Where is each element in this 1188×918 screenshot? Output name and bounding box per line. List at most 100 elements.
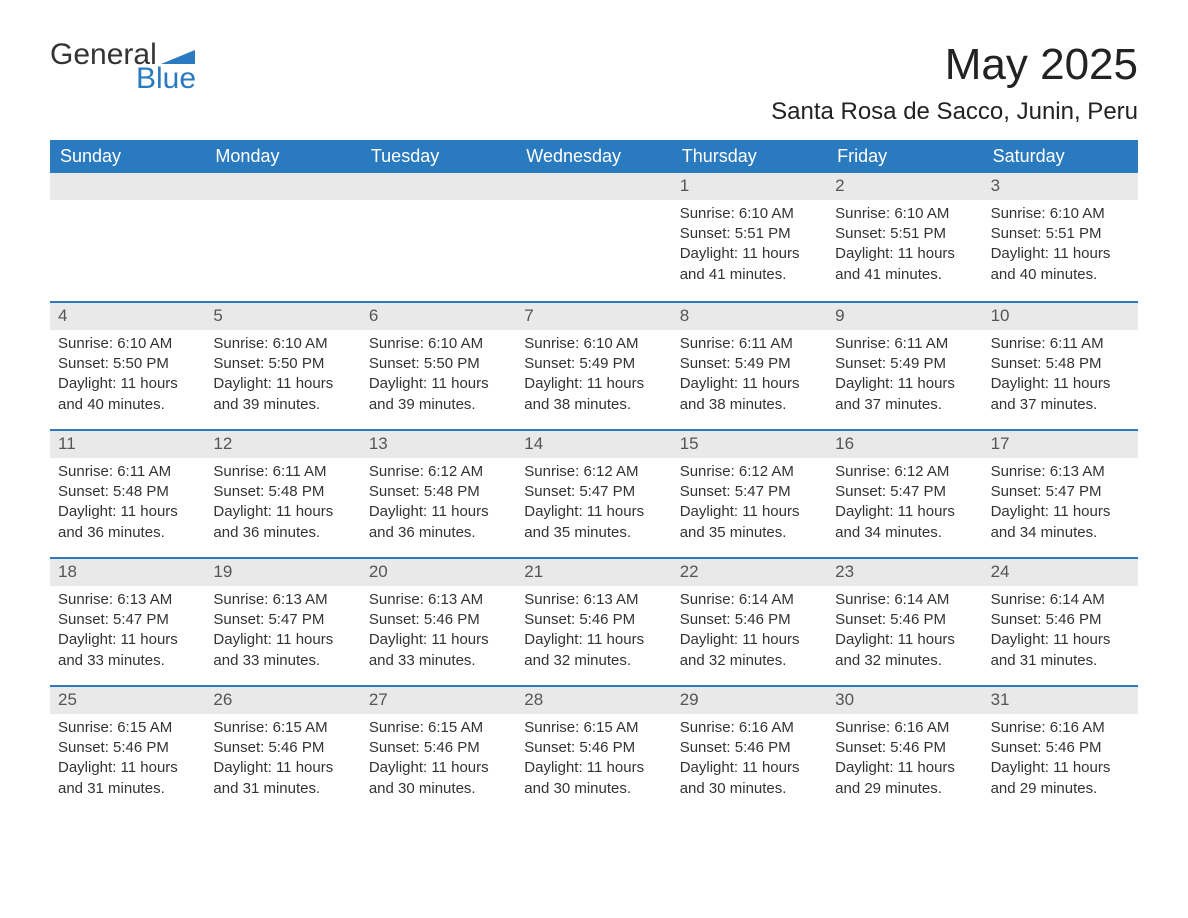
weekday-header: Saturday: [983, 140, 1138, 173]
day-detail: Sunrise: 6:11 AMSunset: 5:48 PMDaylight:…: [50, 458, 205, 553]
day-number: 7: [516, 303, 671, 330]
sunset-line: Sunset: 5:47 PM: [835, 482, 974, 502]
calendar-week: 1Sunrise: 6:10 AMSunset: 5:51 PMDaylight…: [50, 173, 1138, 301]
brand-logo: General Blue: [50, 40, 196, 94]
sunrise-line: Sunrise: 6:11 AM: [680, 334, 819, 354]
sunset-line: Sunset: 5:46 PM: [524, 610, 663, 630]
calendar: SundayMondayTuesdayWednesdayThursdayFrid…: [50, 140, 1138, 813]
day-detail: Sunrise: 6:15 AMSunset: 5:46 PMDaylight:…: [516, 714, 671, 809]
daylight-line: Daylight: 11 hours and 40 minutes.: [58, 374, 197, 415]
daylight-line: Daylight: 11 hours and 33 minutes.: [369, 630, 508, 671]
calendar-day: 1Sunrise: 6:10 AMSunset: 5:51 PMDaylight…: [672, 173, 827, 301]
daylight-line: Daylight: 11 hours and 29 minutes.: [991, 758, 1130, 799]
calendar-day: 8Sunrise: 6:11 AMSunset: 5:49 PMDaylight…: [672, 303, 827, 429]
day-detail: Sunrise: 6:10 AMSunset: 5:50 PMDaylight:…: [205, 330, 360, 425]
weekday-header: Tuesday: [361, 140, 516, 173]
sunset-line: Sunset: 5:46 PM: [835, 738, 974, 758]
weekday-header: Sunday: [50, 140, 205, 173]
sunrise-line: Sunrise: 6:11 AM: [835, 334, 974, 354]
day-detail: Sunrise: 6:10 AMSunset: 5:49 PMDaylight:…: [516, 330, 671, 425]
daylight-line: Daylight: 11 hours and 36 minutes.: [58, 502, 197, 543]
sunset-line: Sunset: 5:47 PM: [991, 482, 1130, 502]
sunset-line: Sunset: 5:48 PM: [991, 354, 1130, 374]
page-title: May 2025: [771, 40, 1138, 90]
daylight-line: Daylight: 11 hours and 41 minutes.: [680, 244, 819, 285]
day-detail: Sunrise: 6:10 AMSunset: 5:50 PMDaylight:…: [361, 330, 516, 425]
calendar-day: [516, 173, 671, 301]
sunrise-line: Sunrise: 6:13 AM: [58, 590, 197, 610]
day-number: [205, 173, 360, 200]
daylight-line: Daylight: 11 hours and 31 minutes.: [991, 630, 1130, 671]
sunrise-line: Sunrise: 6:15 AM: [524, 718, 663, 738]
daylight-line: Daylight: 11 hours and 39 minutes.: [369, 374, 508, 415]
daylight-line: Daylight: 11 hours and 35 minutes.: [680, 502, 819, 543]
calendar-day: 19Sunrise: 6:13 AMSunset: 5:47 PMDayligh…: [205, 559, 360, 685]
sunrise-line: Sunrise: 6:12 AM: [369, 462, 508, 482]
day-detail: Sunrise: 6:12 AMSunset: 5:48 PMDaylight:…: [361, 458, 516, 553]
sunrise-line: Sunrise: 6:10 AM: [369, 334, 508, 354]
day-number: 16: [827, 431, 982, 458]
sunset-line: Sunset: 5:46 PM: [58, 738, 197, 758]
daylight-line: Daylight: 11 hours and 37 minutes.: [835, 374, 974, 415]
day-number: 17: [983, 431, 1138, 458]
day-number: [516, 173, 671, 200]
sunset-line: Sunset: 5:46 PM: [991, 738, 1130, 758]
sunrise-line: Sunrise: 6:10 AM: [680, 204, 819, 224]
weekday-header: Wednesday: [516, 140, 671, 173]
day-number: 18: [50, 559, 205, 586]
calendar-day: 24Sunrise: 6:14 AMSunset: 5:46 PMDayligh…: [983, 559, 1138, 685]
sunrise-line: Sunrise: 6:15 AM: [58, 718, 197, 738]
sunset-line: Sunset: 5:47 PM: [680, 482, 819, 502]
sunrise-line: Sunrise: 6:13 AM: [369, 590, 508, 610]
daylight-line: Daylight: 11 hours and 30 minutes.: [680, 758, 819, 799]
sunset-line: Sunset: 5:48 PM: [369, 482, 508, 502]
calendar-day: 11Sunrise: 6:11 AMSunset: 5:48 PMDayligh…: [50, 431, 205, 557]
day-detail: Sunrise: 6:13 AMSunset: 5:46 PMDaylight:…: [516, 586, 671, 681]
sunset-line: Sunset: 5:46 PM: [369, 738, 508, 758]
sunrise-line: Sunrise: 6:15 AM: [369, 718, 508, 738]
day-detail: Sunrise: 6:12 AMSunset: 5:47 PMDaylight:…: [672, 458, 827, 553]
sunset-line: Sunset: 5:46 PM: [680, 738, 819, 758]
sunrise-line: Sunrise: 6:14 AM: [680, 590, 819, 610]
day-detail: Sunrise: 6:12 AMSunset: 5:47 PMDaylight:…: [827, 458, 982, 553]
sunset-line: Sunset: 5:50 PM: [213, 354, 352, 374]
sunset-line: Sunset: 5:48 PM: [58, 482, 197, 502]
sunset-line: Sunset: 5:47 PM: [58, 610, 197, 630]
calendar-day: 7Sunrise: 6:10 AMSunset: 5:49 PMDaylight…: [516, 303, 671, 429]
calendar-day: 30Sunrise: 6:16 AMSunset: 5:46 PMDayligh…: [827, 687, 982, 813]
day-detail: Sunrise: 6:11 AMSunset: 5:49 PMDaylight:…: [827, 330, 982, 425]
sunset-line: Sunset: 5:46 PM: [835, 610, 974, 630]
sunset-line: Sunset: 5:46 PM: [680, 610, 819, 630]
day-number: 26: [205, 687, 360, 714]
calendar-day: 6Sunrise: 6:10 AMSunset: 5:50 PMDaylight…: [361, 303, 516, 429]
day-number: 9: [827, 303, 982, 330]
calendar-day: 31Sunrise: 6:16 AMSunset: 5:46 PMDayligh…: [983, 687, 1138, 813]
sunset-line: Sunset: 5:49 PM: [524, 354, 663, 374]
sunset-line: Sunset: 5:46 PM: [369, 610, 508, 630]
day-detail: Sunrise: 6:15 AMSunset: 5:46 PMDaylight:…: [50, 714, 205, 809]
sunrise-line: Sunrise: 6:14 AM: [991, 590, 1130, 610]
day-detail: Sunrise: 6:13 AMSunset: 5:47 PMDaylight:…: [205, 586, 360, 681]
daylight-line: Daylight: 11 hours and 36 minutes.: [213, 502, 352, 543]
day-number: [50, 173, 205, 200]
calendar-day: 27Sunrise: 6:15 AMSunset: 5:46 PMDayligh…: [361, 687, 516, 813]
daylight-line: Daylight: 11 hours and 32 minutes.: [680, 630, 819, 671]
day-number: 15: [672, 431, 827, 458]
logo-word2: Blue: [136, 64, 196, 94]
day-detail: Sunrise: 6:13 AMSunset: 5:46 PMDaylight:…: [361, 586, 516, 681]
daylight-line: Daylight: 11 hours and 30 minutes.: [524, 758, 663, 799]
calendar-day: 22Sunrise: 6:14 AMSunset: 5:46 PMDayligh…: [672, 559, 827, 685]
calendar-day: 9Sunrise: 6:11 AMSunset: 5:49 PMDaylight…: [827, 303, 982, 429]
calendar-day: 26Sunrise: 6:15 AMSunset: 5:46 PMDayligh…: [205, 687, 360, 813]
day-number: 4: [50, 303, 205, 330]
sunrise-line: Sunrise: 6:10 AM: [991, 204, 1130, 224]
weekday-header: Monday: [205, 140, 360, 173]
daylight-line: Daylight: 11 hours and 29 minutes.: [835, 758, 974, 799]
day-number: 8: [672, 303, 827, 330]
sunset-line: Sunset: 5:47 PM: [524, 482, 663, 502]
calendar-day: 5Sunrise: 6:10 AMSunset: 5:50 PMDaylight…: [205, 303, 360, 429]
day-number: 11: [50, 431, 205, 458]
sunset-line: Sunset: 5:50 PM: [369, 354, 508, 374]
calendar-day: 2Sunrise: 6:10 AMSunset: 5:51 PMDaylight…: [827, 173, 982, 301]
sunset-line: Sunset: 5:49 PM: [680, 354, 819, 374]
